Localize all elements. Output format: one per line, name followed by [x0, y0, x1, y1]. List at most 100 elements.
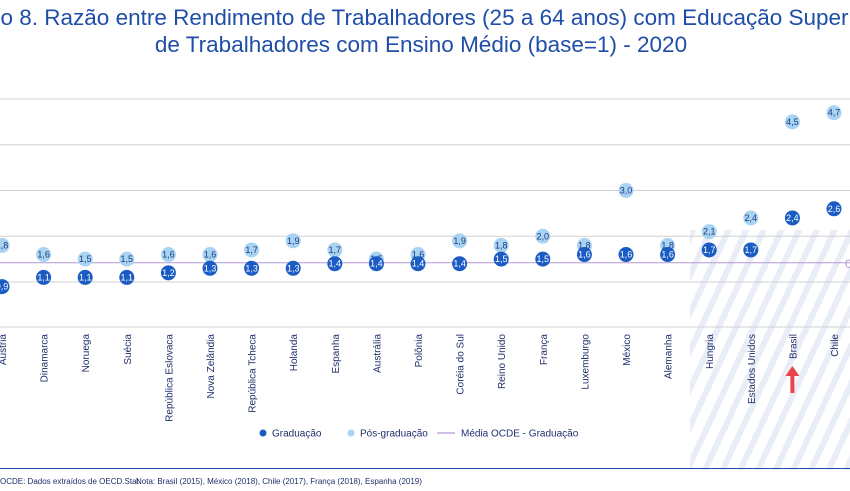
x-tick-label-0: Áustria: [0, 334, 9, 366]
pos-graduacao-point-1: [36, 247, 52, 263]
pos-graduacao-label-6: 1,7: [245, 245, 258, 255]
highlight-arrow-head: [785, 366, 800, 376]
graduacao-label-12: 1,5: [495, 254, 508, 264]
graduacao-label-3: 1,1: [121, 272, 134, 282]
pos-graduacao-label-2: 1,5: [79, 254, 92, 264]
chart-title-line-1: ráfico 8. Razão entre Rendimento de Trab…: [0, 5, 850, 30]
graduacao-point-18: [743, 242, 759, 258]
note-text: Nota: Brasil (2015), México (2018), Chil…: [136, 477, 422, 486]
graduacao-point-10: [410, 256, 426, 272]
pos-graduacao-label-15: 3,0: [620, 186, 633, 196]
graduacao-point-3: [119, 269, 135, 285]
graduacao-label-7: 1,3: [287, 263, 300, 273]
x-tick-label-20: Chile: [830, 334, 841, 357]
x-tick-label-10: Polônia: [414, 334, 425, 368]
graduacao-label-20: 2,6: [828, 204, 841, 214]
graduacao-label-10: 1,4: [412, 259, 425, 269]
pos-graduacao-point-12: [493, 237, 509, 253]
graduacao-label-4: 1,2: [162, 268, 175, 278]
graduacao-label-14: 1,6: [578, 250, 591, 260]
pos-graduacao-point-6: [244, 242, 260, 258]
source-text: OCDE: Dados extraídos de OECD.Stat: [0, 477, 139, 486]
graduacao-point-2: [77, 269, 93, 285]
graduacao-label-0: 0,9: [0, 282, 8, 292]
x-tick-label-1: Dinamarca: [40, 334, 51, 383]
legend-graduacao-marker: [259, 429, 267, 437]
pos-graduacao-label-13: 2,0: [537, 231, 550, 241]
x-tick-label-5: Nova Zelândia: [206, 334, 217, 399]
pos-graduacao-label-7: 1,9: [287, 236, 300, 246]
graduacao-point-20: [826, 201, 842, 217]
pos-graduacao-point-18: [743, 210, 759, 226]
graduacao-label-2: 1,1: [79, 272, 92, 282]
pos-graduacao-point-5: [202, 247, 218, 263]
pos-graduacao-point-8: [327, 242, 343, 258]
pos-graduacao-label-0: 1,8: [0, 240, 8, 250]
pos-graduacao-point-17: [701, 224, 717, 240]
chart-title-line-2: de Trabalhadores com Ensino Médio (base=…: [154, 32, 688, 57]
x-tick-label-17: Hungria: [705, 334, 716, 369]
x-tick-label-13: França: [539, 334, 550, 366]
graduacao-label-15: 1,6: [620, 250, 633, 260]
x-tick-label-8: Espanha: [331, 334, 342, 374]
legend-pos-graduacao-marker: [347, 429, 355, 437]
legend: Graduação Pós-graduação Média OCDE - Gradu…: [259, 429, 579, 440]
gridlines: [0, 98, 850, 328]
graduacao-label-1: 1,1: [37, 272, 50, 282]
pos-graduacao-point-11: [452, 233, 468, 249]
source-divider: [0, 468, 850, 469]
graduacao-point-11: [452, 256, 468, 272]
graduacao-label-8: 1,4: [329, 259, 342, 269]
graduacao-point-7: [285, 260, 301, 276]
x-tick-label-15: México: [622, 334, 633, 366]
x-tick-label-18: Estados Unidos: [747, 334, 758, 404]
pos-graduacao-label-12: 1,8: [495, 240, 508, 250]
source-footer: OCDE: Dados extraídos de OECD.Stat Nota:…: [0, 473, 850, 491]
x-tick-label-12: Reino Unido: [497, 334, 508, 389]
highlight-arrow-group: [785, 366, 800, 393]
pos-graduacao-point-0: [0, 237, 10, 253]
pos-graduacao-label-8: 1,7: [329, 245, 342, 255]
graduacao-label-5: 1,3: [204, 263, 217, 273]
x-tick-label-9: Austrália: [372, 334, 383, 373]
pos-graduacao-label-3: 1,5: [121, 254, 134, 264]
pos-graduacao-point-13: [535, 228, 551, 244]
graduacao-point-19: [784, 210, 800, 226]
graduacao-point-4: [160, 265, 176, 281]
legend-media-label: Média OCDE - Graduação: [461, 429, 579, 440]
graduacao-label-13: 1,5: [537, 254, 550, 264]
legend-graduacao-label: Graduação: [272, 429, 322, 440]
pos-graduacao-label-16: 1,8: [661, 240, 674, 250]
chart-title: ráfico 8. Razão entre Rendimento de Trab…: [0, 4, 850, 58]
graduacao-point-9: [368, 256, 384, 272]
graduacao-point-17: [701, 242, 717, 258]
pos-graduacao-label-20: 4,7: [828, 108, 841, 118]
highlight-arrow-shaft: [790, 375, 795, 393]
pos-graduacao-point-2: [77, 251, 93, 267]
x-tick-label-3: Suécia: [123, 334, 134, 365]
x-tick-label-6: República Tcheca: [248, 334, 259, 413]
graduacao-label-19: 2,4: [786, 213, 799, 223]
graduacao-label-9: 1,4: [370, 259, 383, 269]
graduacao-point-6: [244, 260, 260, 276]
pos-graduacao-label-14: 1,8: [578, 240, 591, 250]
pos-graduacao-label-1: 1,6: [37, 250, 50, 260]
graduacao-label-18: 1,7: [745, 245, 758, 255]
graduacao-point-8: [327, 256, 343, 272]
graduacao-label-6: 1,3: [245, 263, 258, 273]
graduacao-point-12: [493, 251, 509, 267]
graduacao-point-16: [660, 247, 676, 263]
pos-graduacao-label-17: 2,1: [703, 227, 716, 237]
pos-graduacao-label-18: 2,4: [745, 213, 758, 223]
graduacao-label-17: 1,7: [703, 245, 716, 255]
pos-graduacao-label-5: 1,6: [204, 250, 217, 260]
pos-graduacao-point-4: [160, 247, 176, 263]
pos-graduacao-point-20: [826, 105, 842, 121]
pos-graduacao-label-4: 1,6: [162, 250, 175, 260]
graduacao-point-13: [535, 251, 551, 267]
x-tick-label-2: Noruega: [81, 334, 92, 373]
graduacao-label-16: 1,6: [661, 250, 674, 260]
graduacao-point-0: [0, 279, 10, 295]
x-tick-label-7: Holanda: [289, 334, 300, 372]
